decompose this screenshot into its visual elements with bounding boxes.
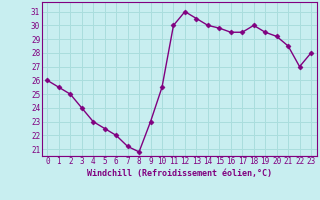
X-axis label: Windchill (Refroidissement éolien,°C): Windchill (Refroidissement éolien,°C) <box>87 169 272 178</box>
